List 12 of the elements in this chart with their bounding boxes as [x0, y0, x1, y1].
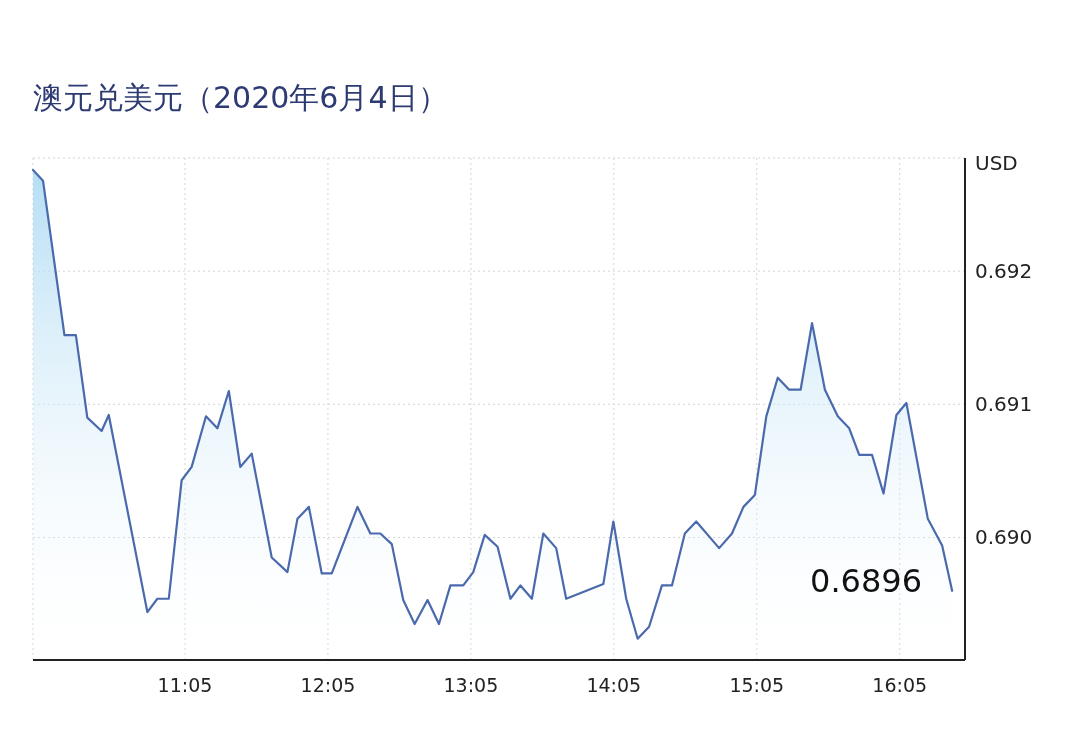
- x-tick-label: 16:05: [872, 674, 928, 696]
- chart-title: 澳元兑美元（2020年6月4日）: [33, 80, 448, 115]
- x-tick-label: 11:05: [157, 674, 213, 696]
- y-tick-label: 0.690: [975, 525, 1033, 550]
- y-tick-label: 0.692: [975, 259, 1033, 284]
- x-tick-label: 15:05: [729, 674, 785, 696]
- y-axis-title: USD: [975, 151, 1018, 175]
- y-tick-label: 0.691: [975, 392, 1033, 417]
- x-tick-label: 14:05: [586, 674, 642, 696]
- x-tick-label: 13:05: [443, 674, 499, 696]
- x-tick-label: 12:05: [300, 674, 356, 696]
- annotation: 0.6896: [810, 562, 922, 600]
